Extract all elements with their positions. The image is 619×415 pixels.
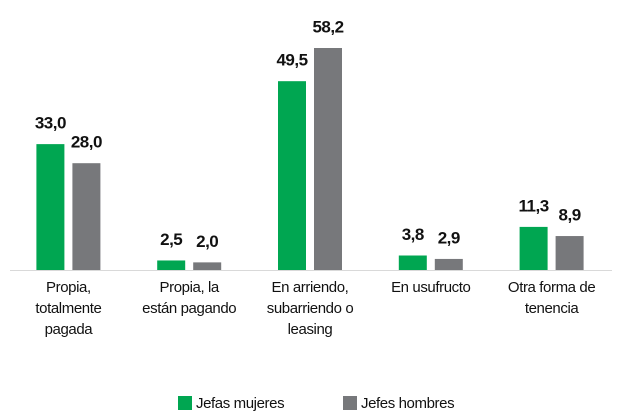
x-tick-label: pagada xyxy=(45,321,94,338)
bar xyxy=(314,48,342,270)
bar xyxy=(193,262,222,270)
x-tick-label: están pagando xyxy=(142,300,236,317)
value-label: 3,8 xyxy=(402,225,424,244)
x-tick-label: En arriendo, xyxy=(272,279,349,296)
x-tick-label: Propia, xyxy=(46,279,91,296)
bar xyxy=(398,255,427,270)
value-label: 49,5 xyxy=(276,51,307,70)
value-label: 2,0 xyxy=(196,232,218,251)
x-tick-label: subarriendo o xyxy=(267,300,354,317)
legend-label: Jefas mujeres xyxy=(196,395,284,412)
value-label: 2,5 xyxy=(160,230,182,249)
legend-label: Jefes hombres xyxy=(361,395,454,412)
value-label: 2,9 xyxy=(438,228,460,247)
bar xyxy=(278,81,306,270)
bar xyxy=(555,236,584,270)
bar xyxy=(157,260,186,270)
bar xyxy=(519,226,548,270)
value-label: 58,2 xyxy=(312,17,343,36)
legend-swatch xyxy=(343,396,357,410)
value-label: 28,0 xyxy=(71,133,102,152)
x-tick-label: Otra forma de xyxy=(508,279,595,296)
legend-swatch xyxy=(178,396,192,410)
bar xyxy=(434,258,463,270)
x-tick-label: tenencia xyxy=(525,300,580,317)
bar xyxy=(72,163,101,270)
x-tick-label: En usufructo xyxy=(391,279,470,296)
value-label: 11,3 xyxy=(519,196,549,215)
x-tick-label: totalmente xyxy=(35,300,101,317)
value-label: 33,0 xyxy=(35,114,66,133)
bar xyxy=(36,144,65,270)
x-tick-label: Propia, la xyxy=(160,279,220,296)
value-label: 8,9 xyxy=(559,206,581,225)
x-tick-label: leasing xyxy=(288,321,333,338)
